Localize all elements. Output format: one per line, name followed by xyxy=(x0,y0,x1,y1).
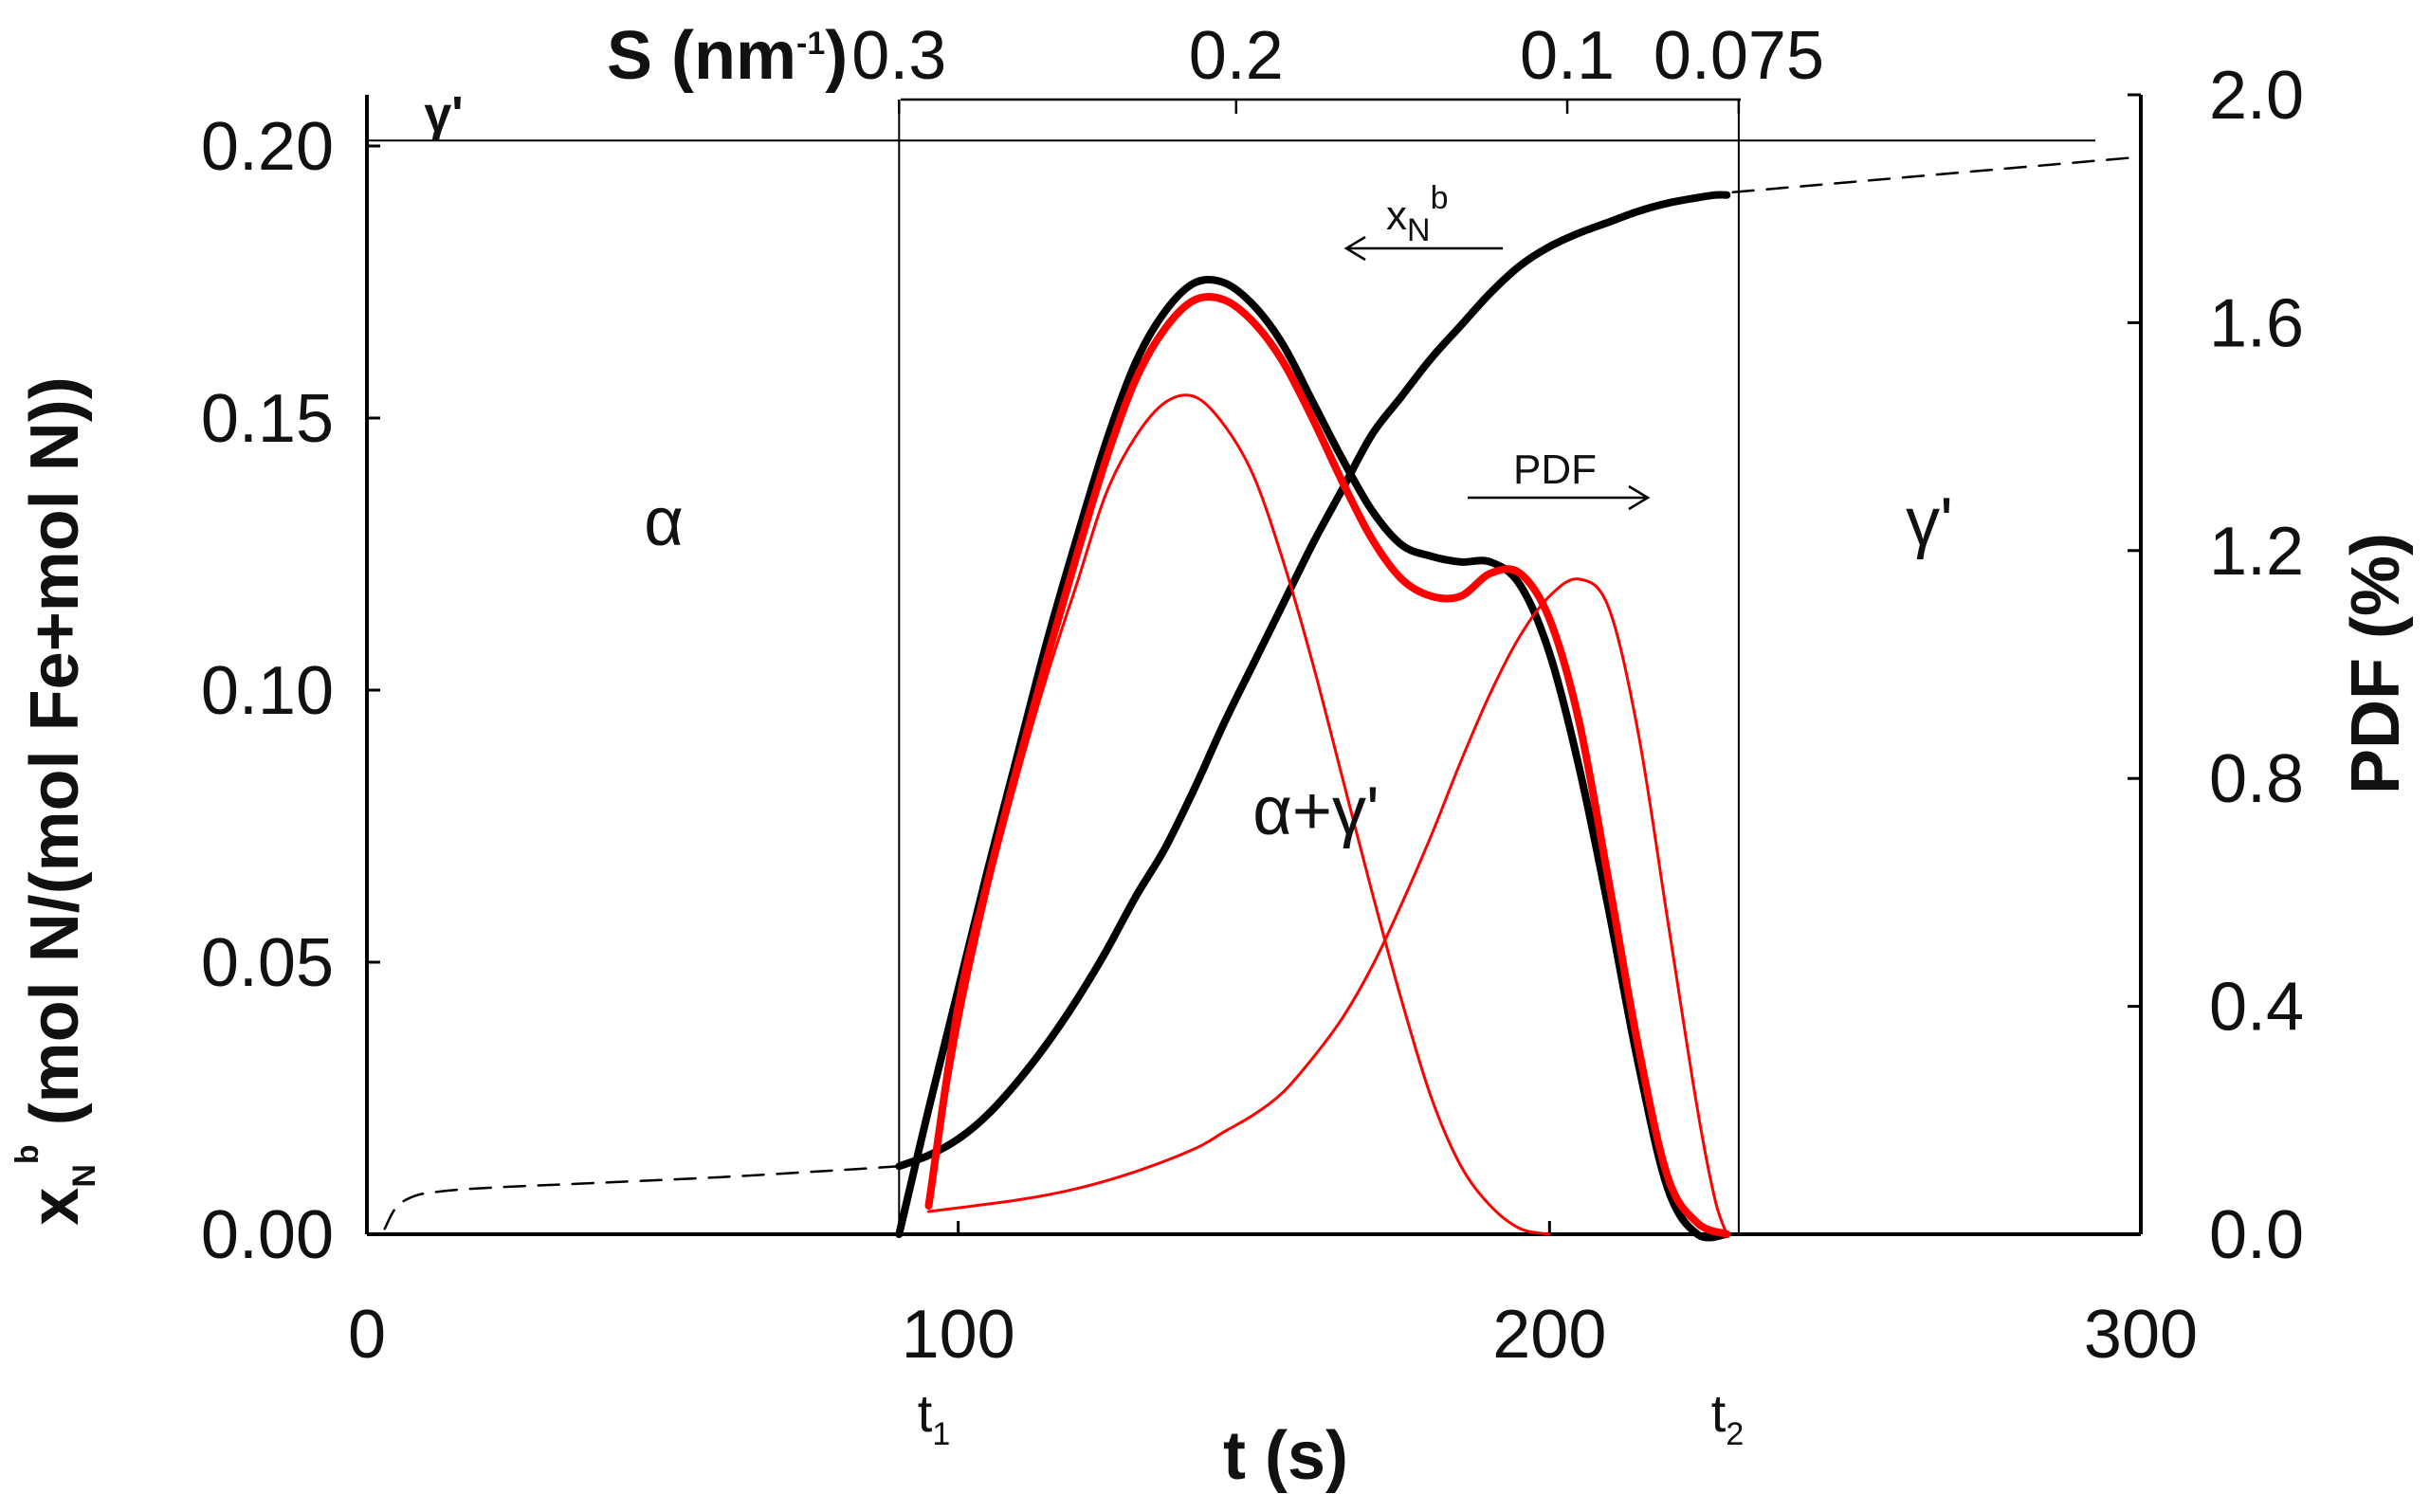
left-axis-title-main: x xyxy=(17,1188,93,1226)
t1-label-sub: 1 xyxy=(932,1416,950,1452)
region-gamma-top-label: γ' xyxy=(424,87,463,142)
left-axis-title-sub: N xyxy=(66,1164,102,1188)
series-line-x-n-b-dashed-before-t1 xyxy=(383,1165,901,1230)
t2-label-sub: 2 xyxy=(1726,1416,1744,1452)
y-right-tick-label: 0.8 xyxy=(2209,741,2304,817)
top-axis-title-main: S (nm xyxy=(607,18,796,94)
left-axis-title-sup: b xyxy=(9,1144,46,1164)
y-left-tick-label: 0.10 xyxy=(201,653,334,729)
y-right-tick-label: 2.0 xyxy=(2209,58,2304,134)
region-mixed-label: α+γ' xyxy=(1252,774,1379,849)
left-axis-title: xNb (mol N/(mol Fe+mol N)) xyxy=(9,376,102,1225)
top-tick-label: 0.3 xyxy=(851,18,946,94)
svg-text:xNb (mol N/(mol Fe+mol N)): xNb (mol N/(mol Fe+mol N)) xyxy=(9,376,102,1225)
series-line-pdf-fit-sum xyxy=(924,293,1731,1238)
y-right-tick-label: 0.4 xyxy=(2209,970,2304,1046)
region-alpha-label: α xyxy=(644,484,684,560)
series-line-x-n-b-dashed-after-t2 xyxy=(1731,155,2143,194)
pdf-arrow-head xyxy=(1628,484,1651,511)
xnb-annot-main: x xyxy=(1386,192,1407,239)
y-left-tick-label: 0.05 xyxy=(201,925,334,1001)
xnb-arrow-head xyxy=(1343,235,1366,262)
y-left-tick-label: 0.00 xyxy=(201,1197,334,1273)
y-right-tick-label: 1.6 xyxy=(2209,285,2304,361)
right-axis-title: PDF (%) xyxy=(2338,533,2414,794)
t2-label-main: t xyxy=(1711,1383,1727,1443)
x-axis-title: t (s) xyxy=(1223,1418,1348,1494)
series-line-pdf-component-2 xyxy=(927,577,1728,1236)
series-line-pdf-component-1 xyxy=(927,393,1551,1236)
top-axis-title-close: ) xyxy=(825,18,848,94)
series-line-x-n-b xyxy=(895,191,1731,1171)
pdf-annotation: PDF xyxy=(1468,446,1651,511)
x-tick-label: 300 xyxy=(2084,1297,2198,1373)
y-left-tick-label: 0.20 xyxy=(201,109,334,185)
top-tick-label: 0.1 xyxy=(1520,18,1615,94)
t1-label-main: t xyxy=(918,1383,933,1443)
xnb-annot-sub: N xyxy=(1407,212,1431,248)
svg-text:xNb: xNb xyxy=(1386,180,1448,248)
region-gamma-right-label: γ' xyxy=(1906,484,1953,560)
top-tick-label: 0.075 xyxy=(1653,18,1824,94)
t2-label: t2 xyxy=(1711,1383,1744,1452)
top-axis-title-sup: -1 xyxy=(796,26,825,62)
top-tick-label: 0.2 xyxy=(1189,18,1284,94)
svg-text:PDF: PDF xyxy=(1513,446,1597,493)
left-axis-title-rest: (mol N/(mol Fe+mol N)) xyxy=(17,376,93,1144)
y-left-tick-label: 0.15 xyxy=(201,381,334,457)
y-right-tick-label: 0.0 xyxy=(2209,1197,2304,1273)
y-right-tick-label: 1.2 xyxy=(2209,514,2304,590)
x-tick-label: 200 xyxy=(1492,1297,1606,1373)
t1-label: t1 xyxy=(918,1383,950,1452)
xnb-annot-sup: b xyxy=(1431,180,1449,216)
top-axis-title: S (nm-1) xyxy=(607,18,848,94)
x-tick-label: 100 xyxy=(902,1297,1015,1373)
x-tick-label: 0 xyxy=(348,1297,386,1373)
xnb-annotation: xNb xyxy=(1343,180,1503,262)
